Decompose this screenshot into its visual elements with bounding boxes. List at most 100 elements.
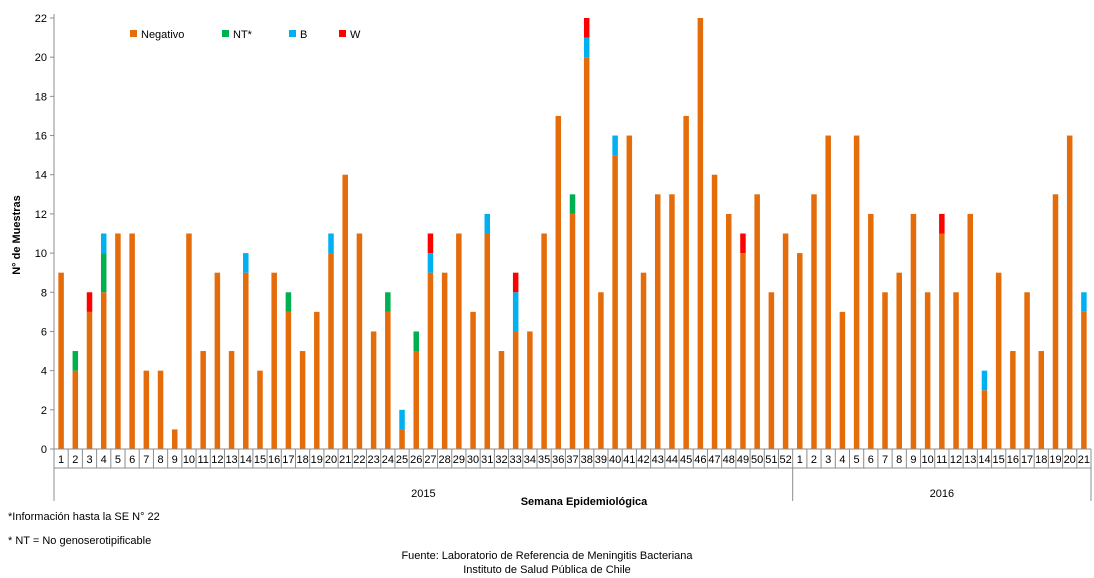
- y-tick-label: 2: [41, 405, 47, 417]
- x-tick-label: 4: [101, 454, 107, 466]
- bar-segment-negativo: [598, 292, 604, 449]
- bar-segment-negativo: [413, 351, 419, 449]
- y-tick-label: 10: [35, 248, 47, 260]
- x-tick-label: 34: [524, 454, 536, 466]
- x-tick-label: 43: [652, 454, 664, 466]
- bar-segment-negativo: [271, 272, 277, 449]
- bar-segment-negativo: [441, 272, 448, 449]
- bar-segment-negativo: [853, 135, 860, 449]
- x-tick-label: 21: [339, 454, 351, 466]
- bar-segment-negativo: [314, 311, 320, 449]
- x-tick-label: 49: [737, 454, 749, 466]
- bar-segment-negativo: [86, 311, 93, 449]
- x-tick-label: 20: [1064, 454, 1076, 466]
- x-tick-label: 5: [115, 454, 121, 466]
- bar-segment-negativo: [910, 213, 917, 449]
- x-tick-label: 45: [680, 454, 692, 466]
- legend-swatch: [222, 30, 229, 37]
- x-tick-label: 48: [723, 454, 735, 466]
- bar-segment-negativo: [299, 351, 306, 449]
- bar-segment-negativo: [115, 233, 121, 449]
- x-tick-label: 9: [910, 454, 916, 466]
- x-axis-label: Semana Epidemiológica: [521, 496, 648, 508]
- bar-segment-b: [612, 135, 618, 156]
- bar-segment-nt: [385, 292, 391, 312]
- bar-segment-negativo: [399, 429, 405, 449]
- bar-segment-negativo: [868, 213, 874, 449]
- x-tick-label: 10: [922, 454, 934, 466]
- bar-segment-negativo: [328, 253, 334, 449]
- y-axis-ticks: 0 2 4 6 8 10 12 14 16 18 20 22: [35, 13, 54, 456]
- bar-segment-nt: [100, 253, 107, 293]
- year-label: 2016: [930, 488, 954, 500]
- bar-segment-b: [328, 233, 334, 254]
- x-tick-label: 44: [666, 454, 678, 466]
- x-tick-label: 30: [467, 454, 479, 466]
- bar-segment-negativo: [825, 135, 831, 449]
- x-tick-label: 42: [637, 454, 649, 466]
- x-tick-label: 15: [254, 454, 266, 466]
- bar-segment-negativo: [1010, 351, 1016, 449]
- footnote-info: *Información hasta la SE N° 22: [8, 511, 160, 523]
- x-tick-label: 3: [825, 454, 831, 466]
- x-tick-label: 15: [993, 454, 1005, 466]
- bar-segment-negativo: [58, 272, 64, 449]
- x-tick-label: 2: [72, 454, 78, 466]
- bar-segment-negativo: [456, 233, 462, 449]
- x-tick-label: 23: [367, 454, 379, 466]
- bar-segment-negativo: [370, 331, 377, 449]
- x-tick-label: 7: [143, 454, 149, 466]
- x-tick-label: 7: [882, 454, 888, 466]
- x-tick-label: 21: [1078, 454, 1090, 466]
- legend: Negativo NT* B W: [130, 29, 361, 41]
- bar-segment-negativo: [171, 429, 178, 449]
- x-tick-label: 12: [211, 454, 223, 466]
- x-tick-label: 6: [129, 454, 135, 466]
- bar-segment-negativo: [72, 370, 79, 449]
- bar-segment-negativo: [583, 57, 590, 449]
- y-tick-label: 20: [35, 52, 47, 64]
- y-tick-label: 16: [35, 131, 47, 143]
- x-tick-label: 10: [183, 454, 195, 466]
- x-tick-label: 50: [751, 454, 763, 466]
- bar-segment-b: [399, 409, 405, 430]
- x-tick-label: 22: [353, 454, 365, 466]
- x-tick-label: 41: [623, 454, 635, 466]
- x-tick-label: 16: [1007, 454, 1019, 466]
- bar-segment-negativo: [484, 233, 491, 449]
- x-tick-label: 8: [896, 454, 902, 466]
- y-tick-label: 18: [35, 91, 47, 103]
- x-tick-label: 19: [1049, 454, 1061, 466]
- legend-swatch: [339, 30, 346, 37]
- bar-segment-negativo: [1038, 351, 1045, 449]
- bar-segment-negativo: [669, 194, 675, 449]
- bar-segment-negativo: [470, 311, 476, 449]
- x-tick-label: 36: [552, 454, 564, 466]
- y-tick-label: 8: [41, 287, 47, 299]
- bar-segment-negativo: [1024, 292, 1030, 449]
- bar-segment-negativo: [612, 155, 618, 450]
- bar-segment-nt: [72, 351, 79, 371]
- x-tick-label: 39: [595, 454, 607, 466]
- bar-segment-w: [583, 18, 590, 38]
- source-line-1: Fuente: Laboratorio de Referencia de Men…: [401, 550, 693, 562]
- axes: [53, 14, 1091, 450]
- x-tick-label: 52: [779, 454, 791, 466]
- bar-segment-b: [100, 233, 107, 254]
- footnote-nt: * NT = No genoserotipificable: [8, 535, 152, 547]
- legend-label: NT*: [233, 29, 253, 41]
- x-tick-label: 19: [311, 454, 323, 466]
- bar-segment-negativo: [754, 194, 760, 449]
- x-tick-label: 25: [396, 454, 408, 466]
- x-tick-label: 31: [481, 454, 493, 466]
- y-tick-label: 22: [35, 13, 47, 25]
- x-tick-label: 28: [439, 454, 451, 466]
- bar-segment-b: [1081, 292, 1087, 312]
- bar-segment-negativo: [541, 233, 547, 449]
- bar-segment-negativo: [995, 272, 1002, 449]
- bar-segment-w: [427, 233, 434, 254]
- bar-segment-negativo: [555, 115, 562, 450]
- bar-segment-nt: [413, 331, 419, 352]
- bar-segment-negativo: [228, 351, 235, 449]
- bar-segment-negativo: [214, 272, 221, 449]
